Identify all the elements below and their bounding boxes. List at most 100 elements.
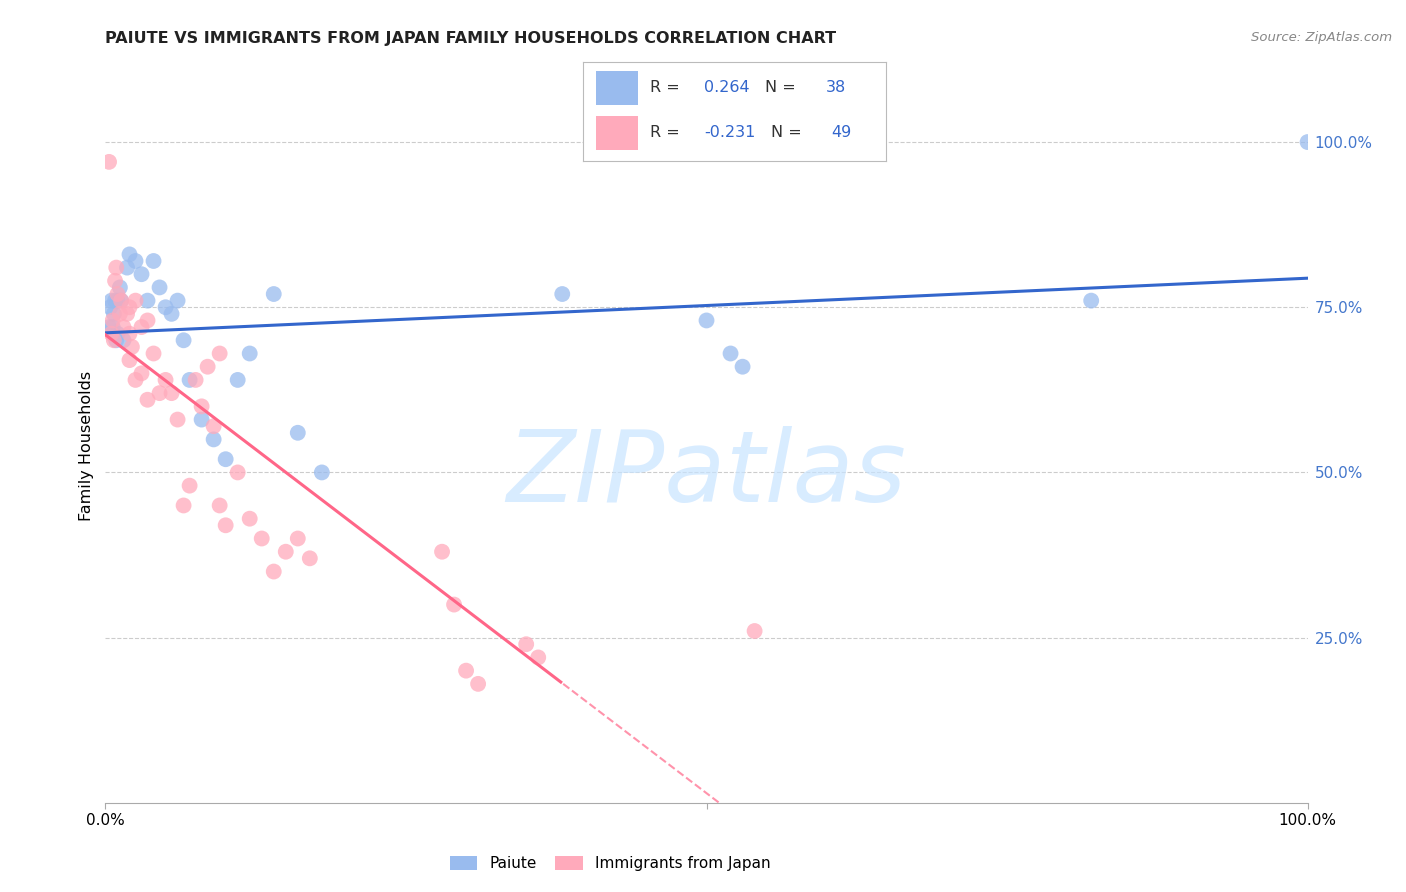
Point	[118, 300, 141, 314]
Point	[107, 287, 129, 301]
Point	[515, 637, 537, 651]
Point	[124, 293, 146, 308]
Point	[239, 346, 262, 360]
Text: 0.264: 0.264	[704, 80, 749, 95]
Point	[166, 293, 188, 308]
Point	[263, 287, 285, 301]
Point	[142, 346, 165, 360]
Point	[287, 425, 309, 440]
Point	[118, 326, 141, 341]
Point	[696, 313, 718, 327]
Point	[197, 359, 219, 374]
Point	[202, 433, 225, 447]
Point	[101, 313, 124, 327]
Y-axis label: Family Households: Family Households	[79, 371, 94, 521]
Point	[155, 373, 177, 387]
Point	[250, 532, 273, 546]
Point	[287, 532, 309, 546]
Point	[118, 353, 141, 368]
Point	[136, 293, 159, 308]
Point	[731, 359, 754, 374]
Point	[131, 367, 153, 381]
Point	[100, 293, 122, 308]
Point	[160, 386, 183, 401]
Point	[103, 333, 125, 347]
Point	[104, 293, 127, 308]
Point	[208, 346, 231, 360]
Point	[214, 518, 236, 533]
Point	[239, 511, 262, 525]
Point	[98, 300, 121, 314]
Point	[121, 340, 143, 354]
Point	[311, 466, 333, 480]
Point	[190, 412, 212, 426]
Point	[551, 287, 574, 301]
Text: PAIUTE VS IMMIGRANTS FROM JAPAN FAMILY HOUSEHOLDS CORRELATION CHART: PAIUTE VS IMMIGRANTS FROM JAPAN FAMILY H…	[105, 31, 837, 46]
Text: N =: N =	[770, 125, 807, 140]
Point	[202, 419, 225, 434]
Point	[107, 293, 129, 308]
Point	[160, 307, 183, 321]
Point	[263, 565, 285, 579]
FancyBboxPatch shape	[596, 117, 638, 150]
Point	[1080, 293, 1102, 308]
Point	[148, 386, 170, 401]
Point	[148, 280, 170, 294]
Point	[155, 300, 177, 314]
Point	[226, 466, 249, 480]
Point	[179, 373, 201, 387]
Point	[142, 254, 165, 268]
Point	[208, 499, 231, 513]
Point	[108, 280, 131, 294]
Point	[105, 333, 128, 347]
Point	[112, 333, 135, 347]
Legend: Paiute, Immigrants from Japan: Paiute, Immigrants from Japan	[444, 849, 778, 877]
Point	[467, 677, 489, 691]
Text: 38: 38	[825, 80, 845, 95]
Point	[136, 392, 159, 407]
Text: N =: N =	[765, 80, 801, 95]
Point	[1296, 135, 1319, 149]
Point	[173, 499, 195, 513]
Text: -0.231: -0.231	[704, 125, 756, 140]
Point	[720, 346, 742, 360]
Point	[98, 320, 121, 334]
Point	[443, 598, 465, 612]
Point	[527, 650, 550, 665]
Point	[112, 320, 135, 334]
Point	[214, 452, 236, 467]
Point	[110, 293, 132, 308]
Point	[298, 551, 321, 566]
Point	[226, 373, 249, 387]
Point	[108, 307, 131, 321]
Point	[124, 373, 146, 387]
Point	[136, 313, 159, 327]
Point	[124, 254, 146, 268]
Text: Source: ZipAtlas.com: Source: ZipAtlas.com	[1251, 31, 1392, 45]
Point	[103, 307, 125, 321]
Point	[100, 326, 122, 341]
Point	[131, 320, 153, 334]
Point	[104, 274, 127, 288]
Point	[454, 664, 477, 678]
Point	[101, 320, 124, 334]
Text: R =: R =	[650, 80, 685, 95]
Point	[179, 478, 201, 492]
Point	[115, 307, 138, 321]
Text: ZIPatlas: ZIPatlas	[506, 426, 907, 523]
Point	[430, 545, 453, 559]
Point	[173, 333, 195, 347]
Point	[131, 267, 153, 281]
Text: 49: 49	[831, 125, 852, 140]
Text: R =: R =	[650, 125, 685, 140]
Point	[166, 412, 188, 426]
FancyBboxPatch shape	[596, 71, 638, 104]
Point	[118, 247, 141, 261]
Point	[274, 545, 297, 559]
Point	[105, 260, 128, 275]
Point	[190, 400, 212, 414]
Point	[98, 154, 121, 169]
Point	[744, 624, 766, 638]
Point	[110, 293, 132, 308]
Point	[115, 260, 138, 275]
